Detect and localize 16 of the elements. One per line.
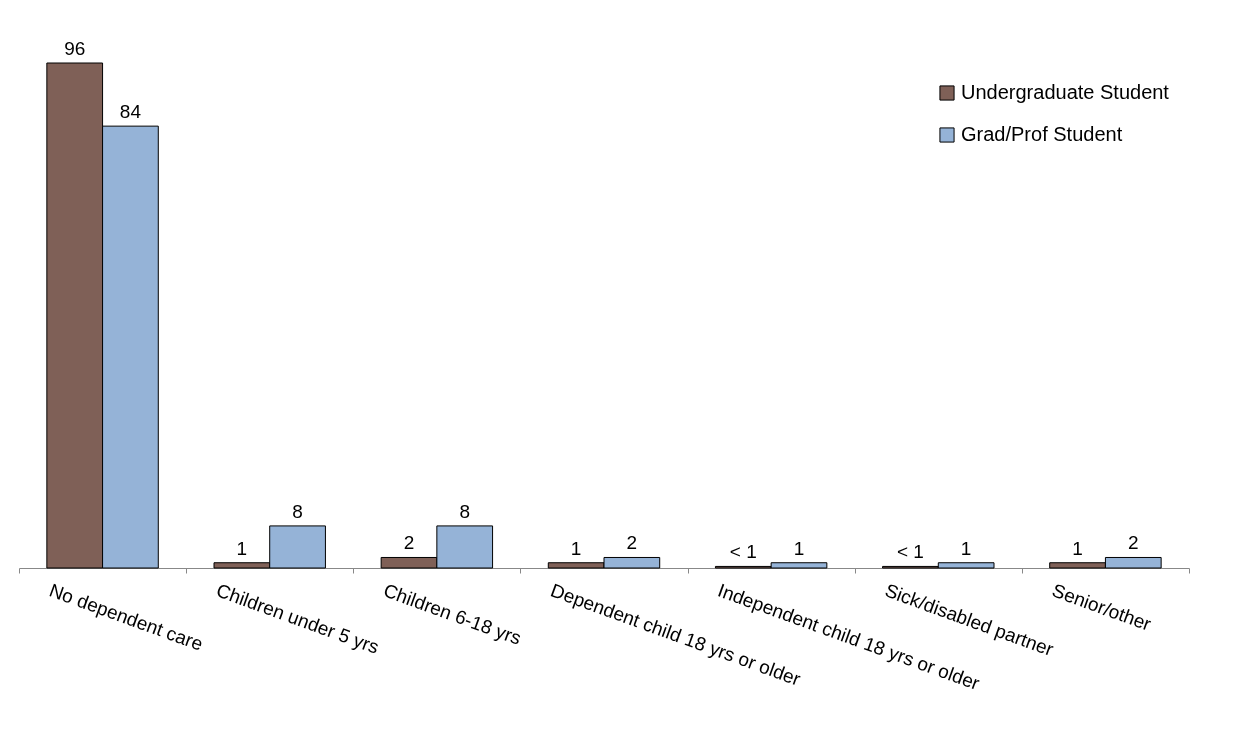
data-label: < 1: [729, 541, 757, 563]
data-label: < 1: [896, 541, 924, 563]
data-label: 1: [236, 537, 248, 559]
data-label: 8: [459, 500, 470, 522]
data-label: 2: [626, 532, 638, 554]
data-label: 84: [119, 101, 142, 123]
data-label: 96: [64, 38, 86, 59]
data-label: 2: [403, 532, 415, 554]
legend-label: Grad/Prof Student: [961, 123, 1123, 145]
legend-label: Undergraduate Student: [961, 81, 1170, 103]
data-label: 2: [1128, 532, 1139, 554]
data-label: 1: [960, 537, 972, 559]
data-label: 1: [1072, 537, 1083, 559]
data-label: 8: [292, 500, 303, 522]
data-label: 1: [793, 537, 805, 559]
data-label: 1: [570, 537, 582, 559]
